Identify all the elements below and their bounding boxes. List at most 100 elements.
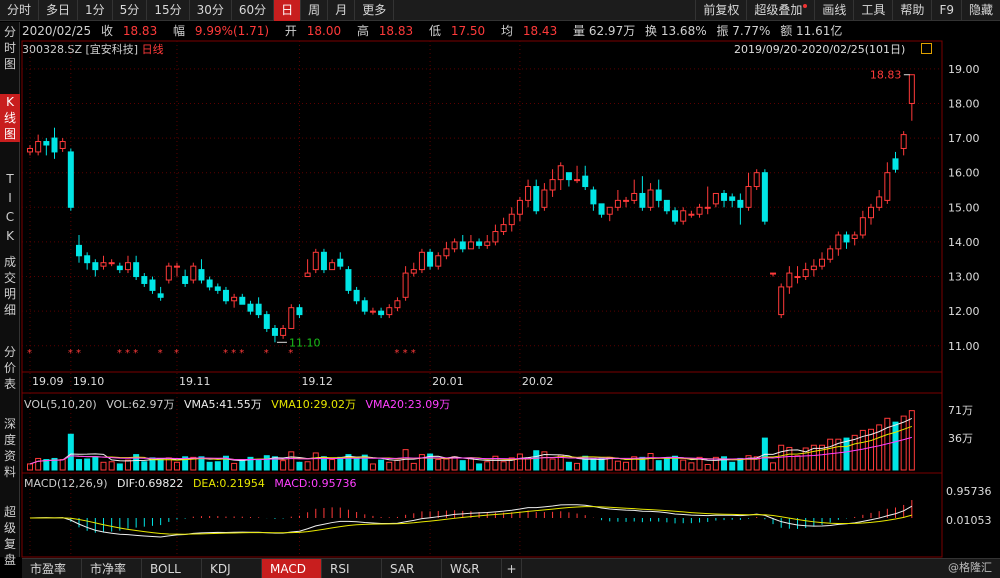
candle-body xyxy=(810,265,817,271)
indicator-tab-7[interactable]: W&R xyxy=(442,559,502,578)
candle-body xyxy=(729,196,736,201)
open-value: 18.00 xyxy=(306,24,342,38)
tool-button-0[interactable]: 前复权 xyxy=(695,0,746,21)
tool-button-5[interactable]: F9 xyxy=(931,0,961,21)
nav-item-0[interactable]: 分时图 xyxy=(0,24,20,72)
volume-bar xyxy=(876,424,883,471)
indicator-tab-2[interactable]: BOLL xyxy=(142,559,202,578)
candle-body xyxy=(239,296,246,305)
high-value: 18.83 xyxy=(378,24,414,38)
period-button-5[interactable]: 30分 xyxy=(190,0,232,21)
candle-body xyxy=(337,258,344,267)
tool-button-label: 前复权 xyxy=(703,3,740,17)
candle-body xyxy=(614,199,621,208)
volume-bar xyxy=(745,455,752,471)
period-button-1[interactable]: 多日 xyxy=(39,0,79,21)
add-tab-icon[interactable]: + xyxy=(502,559,522,578)
volume-bar xyxy=(247,456,254,471)
change-value: 9.99%(1.71) xyxy=(194,24,270,38)
nav-item-char: 线 xyxy=(3,111,16,125)
volume-bar xyxy=(835,438,842,471)
indicator-tab-1[interactable]: 市净率 xyxy=(82,559,142,578)
avg-value: 18.43 xyxy=(522,24,558,38)
candle-body xyxy=(345,269,352,291)
period-button-9[interactable]: 月 xyxy=(328,0,356,21)
volume-bar xyxy=(157,458,164,471)
indicator-tab-4[interactable]: MACD xyxy=(262,559,322,578)
nav-item-char: 料 xyxy=(3,465,16,479)
tool-button-6[interactable]: 隐藏 xyxy=(960,0,1000,21)
candle-body xyxy=(712,192,719,205)
indicator-tab-5[interactable]: RSI xyxy=(322,559,382,578)
volume-bar xyxy=(182,456,189,471)
volume-bar xyxy=(288,451,295,471)
candle-body xyxy=(35,141,42,153)
tool-button-3[interactable]: 工具 xyxy=(853,0,892,21)
period-button-4[interactable]: 15分 xyxy=(147,0,190,21)
candle-body xyxy=(704,206,711,209)
period-button-8[interactable]: 周 xyxy=(301,0,329,21)
candle-body xyxy=(508,213,515,226)
candle-body xyxy=(108,262,115,265)
candle-body xyxy=(402,272,409,298)
lock-icon[interactable] xyxy=(921,43,932,54)
volume-bar xyxy=(819,444,826,471)
volume-bar xyxy=(141,461,148,471)
period-button-10[interactable]: 更多 xyxy=(355,0,395,21)
nav-item-char: 明 xyxy=(3,287,16,301)
volume-bar xyxy=(492,455,499,471)
volume-bar xyxy=(810,444,817,471)
volume-bar xyxy=(484,461,491,471)
volume-bar xyxy=(51,457,58,471)
volume-bar xyxy=(214,461,221,471)
period-button-3[interactable]: 5分 xyxy=(113,0,148,21)
main-panel-border xyxy=(21,40,943,394)
macd-panel-border xyxy=(21,472,943,558)
indicator-tab-3[interactable]: KDJ xyxy=(202,559,262,578)
candle-body xyxy=(484,241,491,246)
event-star-icon: * xyxy=(231,348,236,359)
volume-bar xyxy=(753,456,760,471)
indicator-tab-6[interactable]: SAR xyxy=(382,559,442,578)
tool-button-1[interactable]: 超级叠加 xyxy=(746,0,814,21)
period-button-0[interactable]: 分时 xyxy=(0,0,40,21)
tool-button-label: 隐藏 xyxy=(968,3,993,17)
nav-item-6[interactable]: 超级复盘 xyxy=(0,504,20,568)
candle-body xyxy=(688,213,695,216)
tool-button-label: 画线 xyxy=(822,3,847,17)
volume-bar xyxy=(418,454,425,471)
volume-bar xyxy=(369,463,376,471)
period-button-6[interactable]: 60分 xyxy=(232,0,275,21)
candle-body xyxy=(124,262,131,271)
nav-item-4[interactable]: 分价表 xyxy=(0,344,20,392)
volume-bar xyxy=(508,457,515,471)
volume-bar xyxy=(222,455,229,471)
candle-body xyxy=(565,172,572,181)
volume-bar xyxy=(329,459,336,471)
nav-item-5[interactable]: 深度资料 xyxy=(0,416,20,480)
candle-body xyxy=(590,189,597,205)
period-button-2[interactable]: 1分 xyxy=(78,0,113,21)
nav-item-3[interactable]: 成交明细 xyxy=(0,254,20,318)
period-button-7[interactable]: 日 xyxy=(274,0,302,21)
candle-body xyxy=(320,251,327,271)
volume-bar xyxy=(100,461,107,471)
volume-bar xyxy=(435,459,442,471)
price-tick-label: 17.00 xyxy=(948,132,980,145)
vma10-value: VMA10:29.02万 xyxy=(271,398,356,411)
candle-body xyxy=(533,186,540,212)
candle-body xyxy=(802,269,809,278)
volume-bar xyxy=(280,460,287,471)
tool-button-4[interactable]: 帮助 xyxy=(892,0,931,21)
candle-body xyxy=(672,210,679,222)
tool-button-2[interactable]: 画线 xyxy=(814,0,853,21)
change-label: 幅 xyxy=(173,24,186,38)
candle-body xyxy=(27,147,33,153)
candle-body xyxy=(75,244,82,257)
volume-bar xyxy=(614,460,621,471)
indicator-tab-0[interactable]: 市盈率 xyxy=(22,559,82,578)
nav-item-char: 盘 xyxy=(3,553,16,567)
